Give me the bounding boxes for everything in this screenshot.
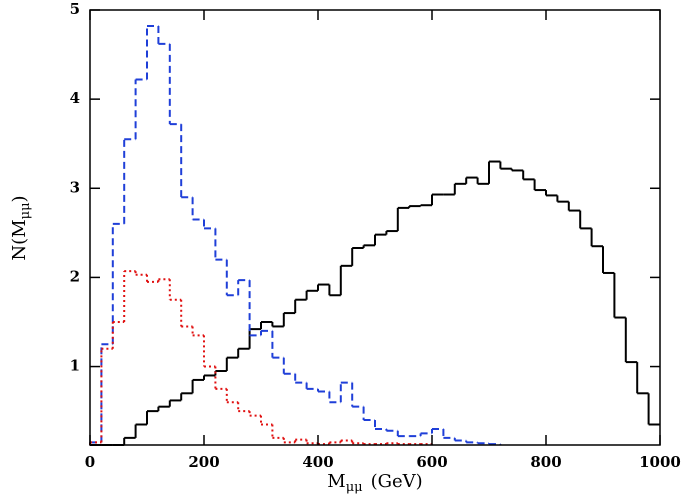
x-tick-label: 800	[530, 453, 561, 471]
y-label-sub: μμ	[18, 202, 33, 219]
x-tick-label: 0	[85, 453, 95, 471]
y-tick-label: 5	[70, 0, 80, 18]
x-tick-label: 400	[302, 453, 333, 471]
x-label-sub: μμ	[346, 480, 363, 495]
y-tick-label: 4	[70, 89, 80, 107]
x-tick-label: 600	[416, 453, 447, 471]
x-tick-label: 200	[188, 453, 219, 471]
y-tick-label: 2	[70, 267, 80, 285]
y-tick-label: 3	[70, 178, 80, 196]
x-label-main: M	[327, 471, 345, 492]
y-label-end: )	[9, 195, 30, 202]
y-axis-label: N(Mμμ)	[9, 195, 33, 260]
x-tick-label: 1000	[639, 453, 681, 471]
x-label-unit: (GeV)	[371, 471, 423, 492]
plot-frame	[89, 9, 661, 446]
y-label-main: N(M	[9, 219, 30, 260]
x-axis-label: Mμμ (GeV)	[327, 471, 422, 495]
y-tick-label: 1	[70, 357, 80, 375]
